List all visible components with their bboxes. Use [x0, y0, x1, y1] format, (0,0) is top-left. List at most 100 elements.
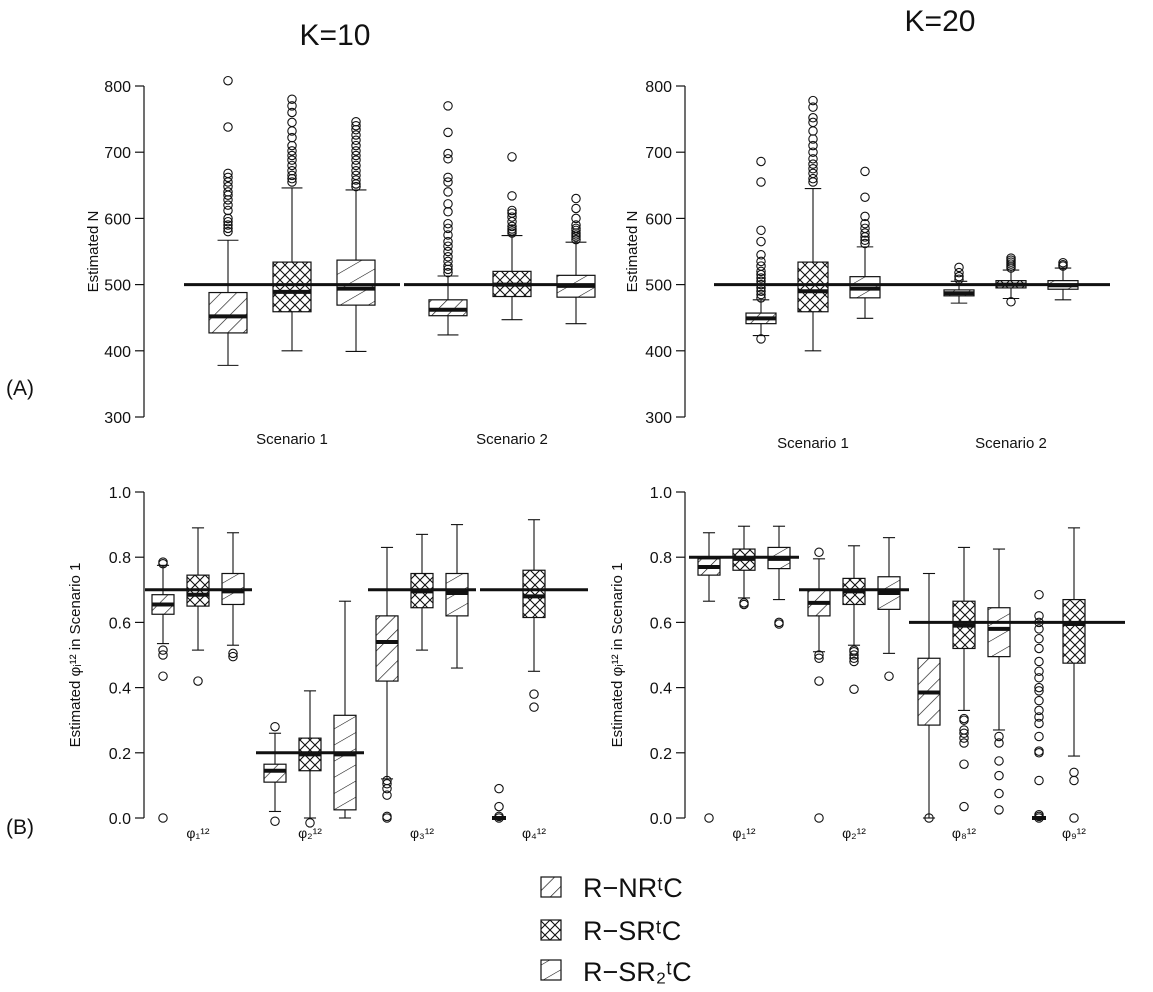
outlier-point	[994, 770, 1004, 781]
outlier-point	[1006, 253, 1016, 263]
outlier-point	[443, 223, 453, 234]
outlier-point	[571, 234, 581, 245]
outlier-point	[1034, 775, 1044, 786]
outlier-point	[959, 725, 969, 735]
panel-b-k10: 0.0 0.2 0.4 0.6 0.8 1.0 Estimated φᵢ¹² in Scen…	[67, 485, 588, 841]
outlier-point	[443, 101, 453, 111]
outlier-point	[1006, 297, 1016, 307]
outlier-point	[814, 547, 824, 558]
outlier-point	[507, 224, 517, 234]
group-label: φ₁¹²	[732, 825, 755, 841]
outlier-point	[193, 676, 203, 686]
outlier-point	[223, 223, 233, 234]
outlier-point	[959, 728, 969, 738]
outlier-point	[270, 721, 280, 732]
outlier-point	[860, 223, 870, 234]
panel-a-k10: 300 400 500 600 700 800 Estimated N Scenario 1 S…	[85, 75, 596, 448]
outlier-point	[884, 671, 894, 681]
outlier-point	[808, 102, 818, 112]
outlier-point	[158, 671, 168, 681]
outlier-point	[287, 177, 297, 187]
y-tick-label: 500	[104, 278, 131, 295]
outlier-point	[223, 216, 233, 227]
y-tick-label: 0.0	[109, 811, 131, 828]
outlier-point	[351, 135, 361, 146]
outlier-point	[351, 160, 361, 171]
outlier-point	[287, 165, 297, 176]
group-label: Scenario 2	[975, 435, 1047, 452]
outlier-point	[443, 154, 453, 164]
outlier-point	[1034, 656, 1044, 667]
outlier-point	[808, 173, 818, 184]
outlier-point	[849, 684, 859, 694]
outlier-point	[756, 273, 766, 283]
box-nr	[375, 615, 399, 682]
outlier-point	[1034, 682, 1044, 693]
outlier-point	[1034, 718, 1044, 729]
outlier-point	[351, 155, 361, 165]
group-label: φ₂¹²	[298, 825, 322, 841]
panel-a-k20: 300 400 500 600 700 800 Estimated N Scenario 1 S…	[624, 79, 1110, 452]
outlier-point	[287, 140, 297, 151]
outlier-point	[443, 177, 453, 187]
outlier-point	[756, 250, 766, 260]
box-sr	[272, 261, 312, 313]
y-tick-label: 0.8	[650, 550, 672, 567]
legend-label-sr2: R−SR₂ᵗC	[583, 957, 692, 987]
outlier-point	[1069, 813, 1079, 823]
outlier-point	[158, 813, 168, 823]
outlier-point	[287, 132, 297, 143]
y-tick-label: 500	[645, 278, 672, 295]
y-tick-label: 0.4	[109, 681, 131, 698]
outlier-point	[994, 788, 1004, 799]
outlier-point	[1034, 673, 1044, 683]
box-sr	[797, 261, 829, 313]
outlier-point	[223, 168, 233, 179]
outlier-point	[756, 261, 766, 271]
outlier-point	[443, 218, 453, 229]
outlier-point	[507, 152, 517, 162]
outlier-point	[860, 238, 870, 249]
outlier-point	[959, 801, 969, 812]
outlier-point	[756, 334, 766, 344]
box-nr	[208, 291, 248, 334]
outlier-point	[228, 648, 238, 659]
outlier-point	[1034, 731, 1044, 742]
legend-swatch-sr2	[540, 959, 562, 981]
outlier-point	[959, 738, 969, 748]
outlier-point	[351, 181, 361, 192]
outlier-point	[571, 193, 581, 204]
outlier-point	[1034, 666, 1044, 677]
group-label: φ₄¹²	[522, 825, 546, 841]
outlier-point	[756, 266, 766, 277]
box-sr	[1062, 598, 1086, 664]
outlier-point	[1058, 258, 1068, 268]
outlier-point	[351, 140, 361, 151]
panel-b-k20: 0.0 0.2 0.4 0.6 0.8 1.0 Estimated φᵢ¹² in Scen…	[609, 485, 1125, 841]
outlier-point	[959, 733, 969, 743]
outlier-point	[1034, 712, 1044, 722]
outlier-point	[571, 220, 581, 230]
outlier-point	[808, 126, 818, 136]
outlier-point	[1034, 705, 1044, 716]
outlier-point	[994, 731, 1004, 742]
y-tick-label: 600	[645, 211, 672, 228]
outlier-point	[228, 651, 238, 662]
y-tick-label: 0.2	[650, 746, 672, 763]
y-tick-label: 0.4	[650, 681, 672, 698]
outlier-point	[1034, 809, 1044, 820]
outlier-point	[287, 107, 297, 118]
outlier-point	[808, 154, 818, 164]
y-tick-label: 0.0	[650, 811, 672, 828]
outlier-point	[756, 156, 766, 167]
outlier-point	[756, 256, 766, 267]
outlier-point	[756, 177, 766, 187]
outlier-point	[860, 192, 870, 202]
outlier-point	[305, 818, 315, 828]
legend-swatch-sr	[540, 919, 562, 941]
box-sr2	[336, 259, 376, 306]
box-sr2	[987, 607, 1011, 658]
y-axis-label: Estimated φᵢ¹² in Scenario 1	[609, 563, 626, 748]
outlier-point	[223, 226, 233, 237]
outlier-point	[1069, 767, 1079, 778]
